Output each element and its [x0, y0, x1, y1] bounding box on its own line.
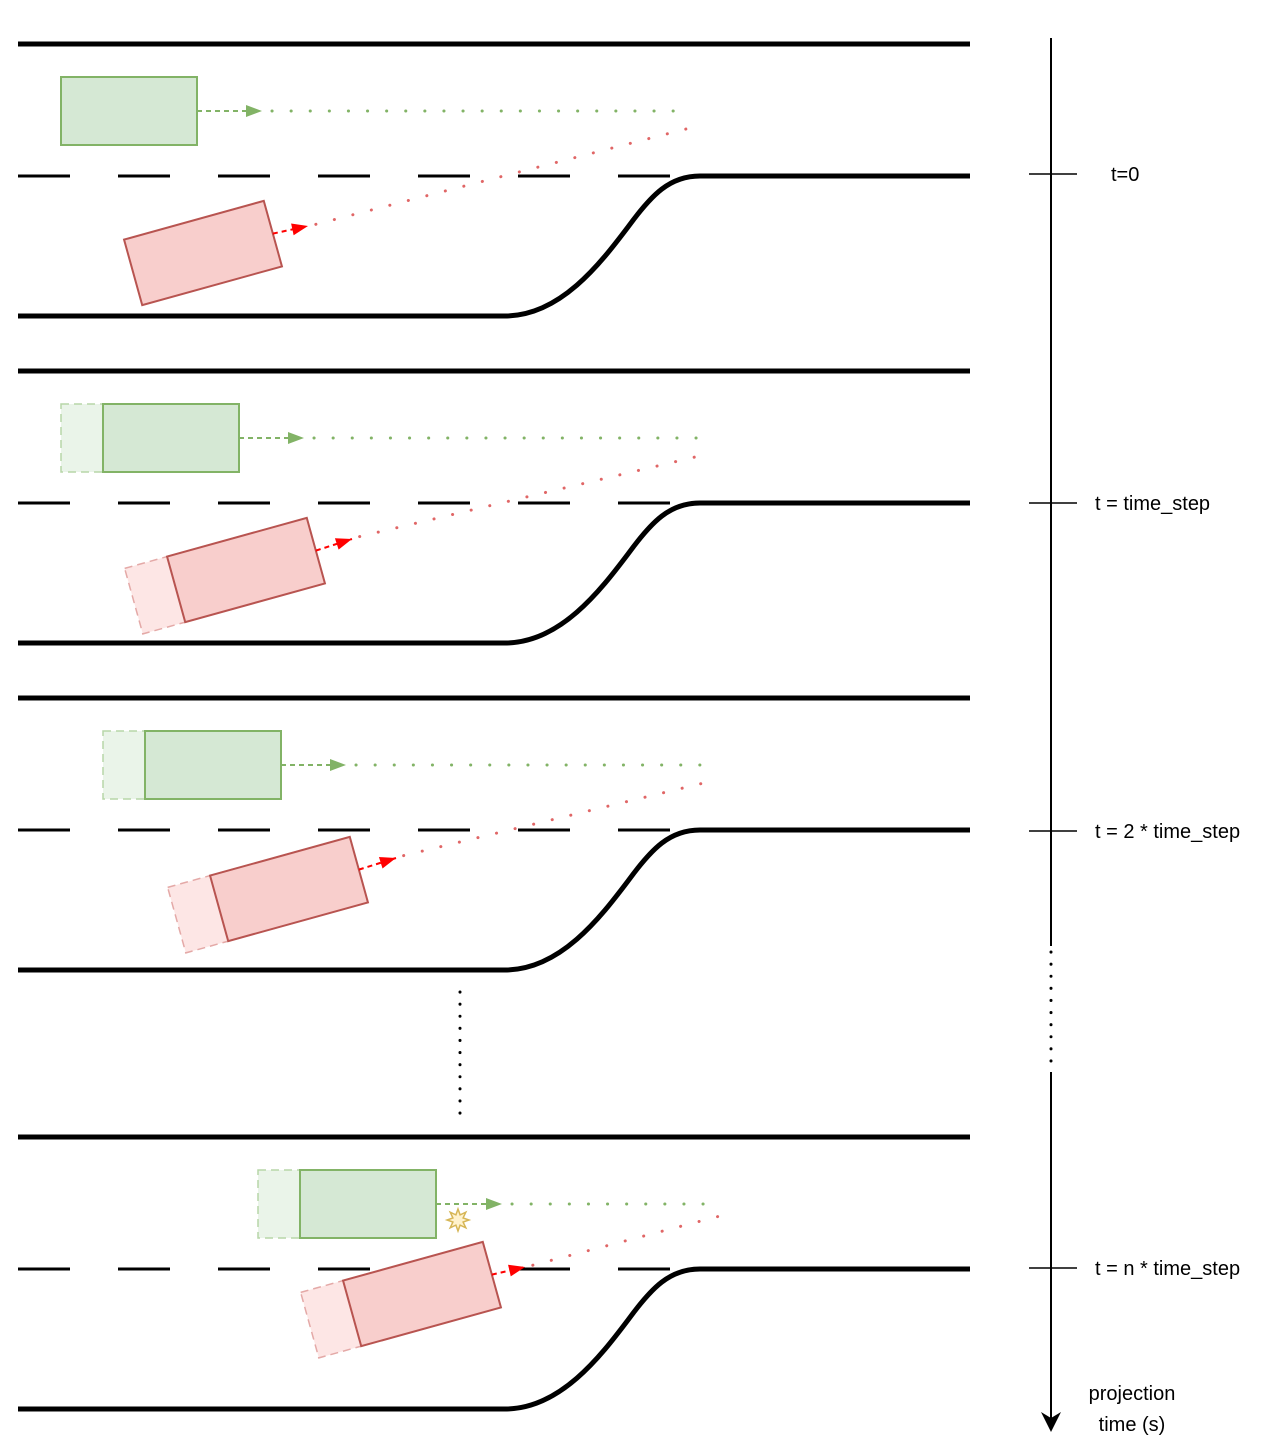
green-vehicle: [60, 76, 198, 146]
frame-step-n: [18, 1134, 970, 1412]
frame-step-2: [18, 695, 970, 973]
timeline-label: t = time_step: [1095, 493, 1210, 515]
green-vehicle: [102, 403, 240, 473]
red-arrow-head-icon: [291, 223, 308, 236]
red-projection-path: [402, 779, 714, 858]
red-projection-path: [531, 1214, 722, 1267]
timeline-label: t = 2 * time_step: [1095, 821, 1240, 843]
red-vehicle-group: [122, 199, 284, 307]
red-vehicle-group: [299, 1240, 503, 1359]
red-vehicle: [165, 516, 327, 624]
axis-label-time: time (s): [1099, 1414, 1166, 1436]
green-vehicle: [299, 1169, 437, 1239]
frame-step-1: [18, 368, 970, 646]
red-vehicle-group: [166, 835, 370, 954]
red-arrow-head-icon: [508, 1264, 525, 1277]
red-projection-path: [358, 451, 714, 539]
red-arrow-head-icon: [378, 857, 396, 869]
red-arrow-head-icon: [334, 538, 352, 550]
arrow-down-icon: [1041, 1412, 1061, 1432]
red-vehicle: [122, 199, 284, 307]
timeline-label: t=0: [1111, 164, 1139, 186]
green-arrow-head-icon: [486, 1198, 502, 1210]
merge-lane-edge: [18, 500, 970, 646]
frames: [18, 41, 970, 1412]
merge-lane-edge: [18, 827, 970, 973]
merge-lane-edge: [18, 173, 970, 319]
red-velocity-arrow: [358, 857, 397, 871]
green-arrow-head-icon: [330, 759, 346, 771]
frame-step-0: [18, 41, 970, 319]
merge-lane-edge: [18, 1266, 970, 1412]
red-vehicle: [208, 835, 370, 943]
green-vehicle: [144, 730, 282, 800]
red-vehicle: [341, 1240, 503, 1348]
timeline-label: t = n * time_step: [1095, 1258, 1240, 1280]
collision-star-icon: [444, 1206, 472, 1234]
green-arrow-head-icon: [288, 432, 304, 444]
green-arrow-head-icon: [246, 105, 262, 117]
axis-label-projection: projection: [1089, 1383, 1176, 1405]
red-vehicle-group: [123, 516, 327, 635]
